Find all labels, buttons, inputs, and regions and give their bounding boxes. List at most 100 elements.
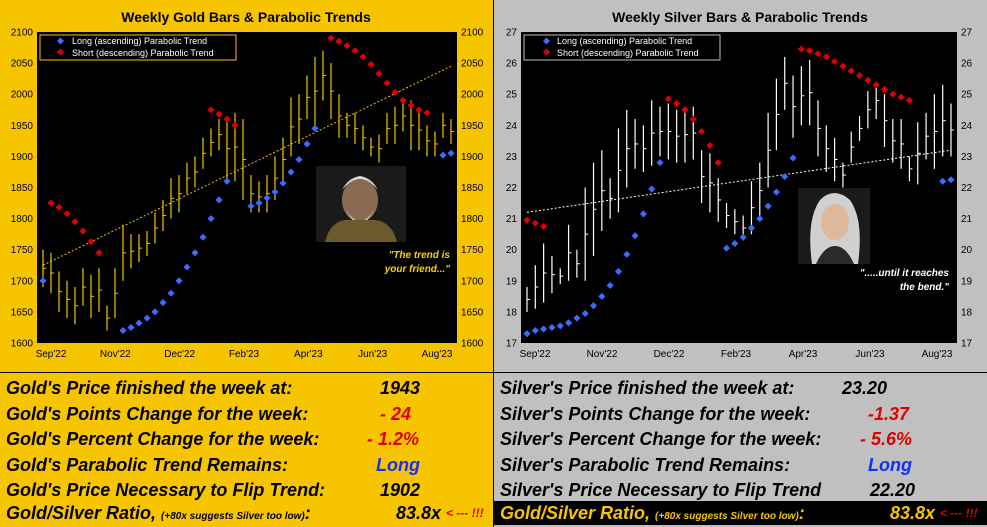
silver-points-label: Silver's Points Change for the week:	[500, 404, 811, 424]
x-tick-label: Nov'22	[100, 349, 131, 360]
gold-points-label: Gold's Points Change for the week:	[6, 404, 309, 424]
short-trend-point	[375, 70, 383, 78]
y-tick-label-left: 24	[506, 121, 518, 132]
x-tick-label: Jun'23	[358, 349, 388, 360]
short-trend-point	[335, 37, 343, 45]
x-tick-label: Dec'22	[654, 349, 685, 360]
long-trend-point	[939, 177, 947, 185]
silver-trend-value: Long	[868, 455, 912, 475]
gold-chart: Weekly Gold Bars & Parabolic Trends Long…	[11, 9, 484, 360]
gold-ratio-row: Gold/Silver Ratio, (+80x suggests Silver…	[0, 501, 493, 525]
gold-flip-label: Gold's Price Necessary to Flip Trend:	[6, 480, 326, 500]
long-trend-point	[631, 232, 639, 240]
y-tick-label-right: 19	[961, 276, 973, 287]
short-trend-point	[231, 121, 239, 129]
silver-quote-line-2: the bend."	[900, 282, 949, 293]
short-trend-point	[359, 53, 367, 61]
y-tick-label-left: 26	[506, 59, 518, 70]
y-tick-label-right: 2050	[461, 59, 484, 70]
silver-legend-long: Long (ascending) Parabolic Trend	[557, 36, 692, 46]
y-tick-label-right: 2000	[461, 90, 484, 101]
silver-ratio-row: Gold/Silver Ratio, (+80x suggests Silver…	[494, 501, 987, 525]
short-trend-point	[847, 67, 855, 75]
y-tick-label-left: 1700	[11, 276, 34, 287]
legend-short-marker	[542, 48, 551, 56]
y-tick-label-right: 1650	[461, 307, 484, 318]
silver-ratio-value: 83.8x	[890, 503, 936, 523]
y-tick-label-right: 1800	[461, 214, 484, 225]
long-trend-point	[255, 199, 263, 207]
long-trend-point	[531, 327, 539, 335]
y-tick-label-left: 1750	[11, 245, 34, 256]
gold-price-label: Gold's Price finished the week at:	[6, 378, 293, 398]
gold-plot-marks	[39, 34, 455, 335]
silver-row-points-change: Silver's Points Change for the week: -1.…	[494, 401, 987, 427]
gold-trend-value: Long	[376, 455, 420, 475]
short-trend-point	[407, 101, 415, 109]
long-trend-point	[722, 244, 731, 252]
short-trend-point	[367, 60, 375, 68]
long-trend-point	[447, 149, 455, 157]
y-tick-label-right: 1900	[461, 152, 484, 163]
long-trend-point	[639, 210, 647, 218]
gold-row-points-change: Gold's Points Change for the week: - 24	[0, 401, 493, 427]
x-tick-label: Jun'23	[855, 349, 885, 360]
long-trend-point	[191, 249, 199, 257]
silver-points-value: -1.37	[868, 404, 910, 424]
gold-legend-long: Long (ascending) Parabolic Trend	[72, 36, 207, 46]
short-trend-point	[423, 109, 431, 117]
short-trend-point	[79, 227, 87, 235]
long-trend-point	[39, 277, 47, 285]
long-trend-point	[215, 196, 223, 204]
silver-trend-label: Silver's Parabolic Trend Remains:	[500, 455, 791, 475]
y-tick-label-right: 1750	[461, 245, 484, 256]
short-trend-point	[95, 249, 103, 257]
silver-row-flip: Silver's Price Necessary to Flip Trend 2…	[494, 477, 987, 503]
long-trend-point	[143, 314, 151, 322]
silver-price-label: Silver's Price finished the week at:	[500, 378, 795, 398]
silver-row-trend: Silver's Parabolic Trend Remains: Long	[494, 452, 987, 478]
long-trend-point	[127, 323, 135, 331]
x-tick-label: Sep'22	[36, 349, 67, 360]
gold-legend-short: Short (descending) Parabolic Trend	[72, 48, 214, 58]
short-trend-point	[343, 42, 351, 50]
long-trend-point	[271, 188, 279, 196]
gold-row-price: Gold's Price finished the week at: 1943	[0, 375, 493, 401]
long-trend-point	[739, 233, 747, 241]
y-tick-label-right: 21	[961, 214, 973, 225]
y-tick-label-right: 1700	[461, 276, 484, 287]
gold-ratio-value: 83.8x	[396, 503, 442, 523]
short-trend-point	[55, 203, 63, 211]
short-trend-point	[523, 216, 531, 224]
y-tick-label-left: 2050	[11, 59, 34, 70]
short-trend-point	[831, 58, 839, 66]
short-trend-point	[63, 210, 71, 218]
silver-chart-title: Weekly Silver Bars & Parabolic Trends	[612, 9, 868, 25]
silver-percent-label: Silver's Percent Change for the week:	[500, 429, 822, 449]
long-trend-point	[540, 325, 548, 333]
long-trend-point	[279, 179, 287, 187]
silver-stats-table: Silver's Price finished the week at: 23.…	[494, 373, 987, 527]
short-trend-point	[71, 218, 79, 226]
short-trend-point	[391, 88, 399, 96]
y-tick-label-right: 20	[961, 245, 973, 256]
short-trend-point	[207, 106, 215, 114]
y-tick-label-left: 23	[506, 152, 518, 163]
silver-ratio-label: Gold/Silver Ratio, (+80x suggests Silver…	[500, 503, 805, 523]
y-tick-label-right: 25	[961, 90, 973, 101]
short-trend-point	[698, 127, 706, 136]
y-tick-label-left: 20	[506, 245, 518, 256]
silver-plot-area	[521, 32, 957, 343]
long-trend-point	[167, 289, 175, 297]
x-tick-label: Apr'23	[294, 349, 323, 360]
short-trend-point	[714, 159, 722, 167]
y-tick-label-right: 18	[961, 307, 973, 318]
x-tick-label: Sep'22	[520, 349, 551, 360]
x-tick-label: Feb'23	[229, 349, 260, 360]
short-trend-point	[839, 62, 847, 70]
long-trend-point	[119, 327, 127, 335]
gold-percent-value: - 1.2%	[367, 429, 420, 449]
y-tick-label-left: 17	[506, 339, 518, 350]
short-trend-point	[399, 96, 407, 104]
long-trend-point	[151, 308, 159, 316]
